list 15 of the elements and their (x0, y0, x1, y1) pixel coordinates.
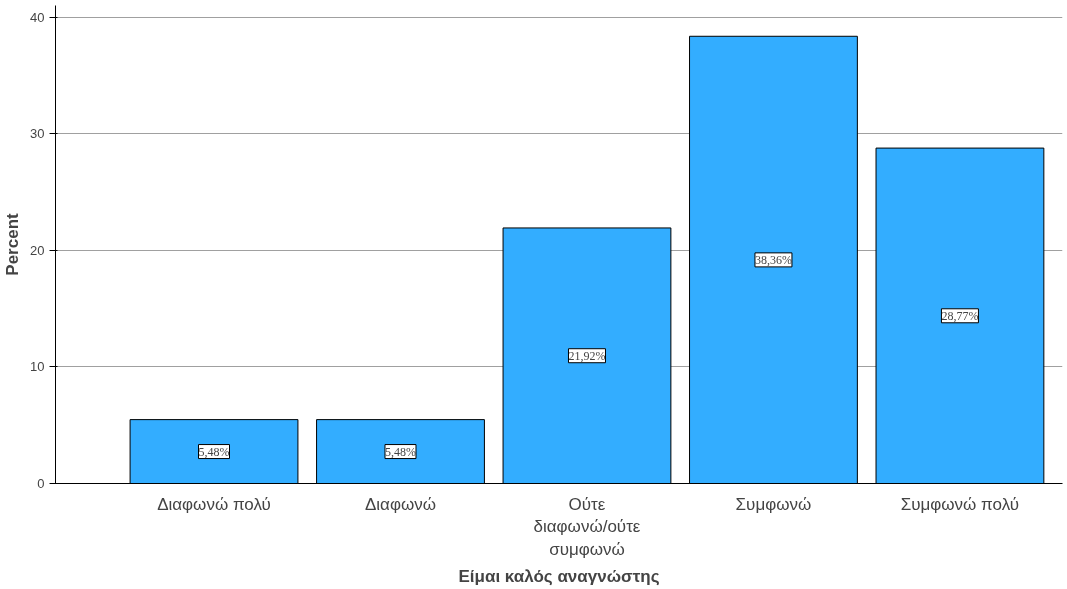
data-label: 21,92% (568, 348, 606, 363)
data-label: 28,77% (941, 308, 979, 323)
y-tick-label: 0 (37, 476, 45, 491)
x-tick-label: Διαφωνώ (364, 494, 437, 514)
y-axis-title: Percent (3, 212, 23, 276)
x-tick-label: Διαφωνώ πολύ (157, 494, 271, 514)
y-tick-label: 10 (30, 359, 45, 375)
y-tick-label: 30 (30, 126, 45, 142)
y-tick-label: 20 (30, 242, 45, 258)
x-tick-label: Συμφωνώ πολύ (900, 494, 1020, 514)
y-tick-label: 40 (30, 9, 45, 25)
x-tick-label: Συμφωνώ (735, 494, 812, 514)
x-tick-label: Ούτε διαφωνώ/ούτε συμφωνώ (533, 494, 641, 560)
x-axis-title: Είμαι καλός αναγνώστης (458, 567, 660, 587)
data-label: 5,48% (198, 444, 230, 459)
